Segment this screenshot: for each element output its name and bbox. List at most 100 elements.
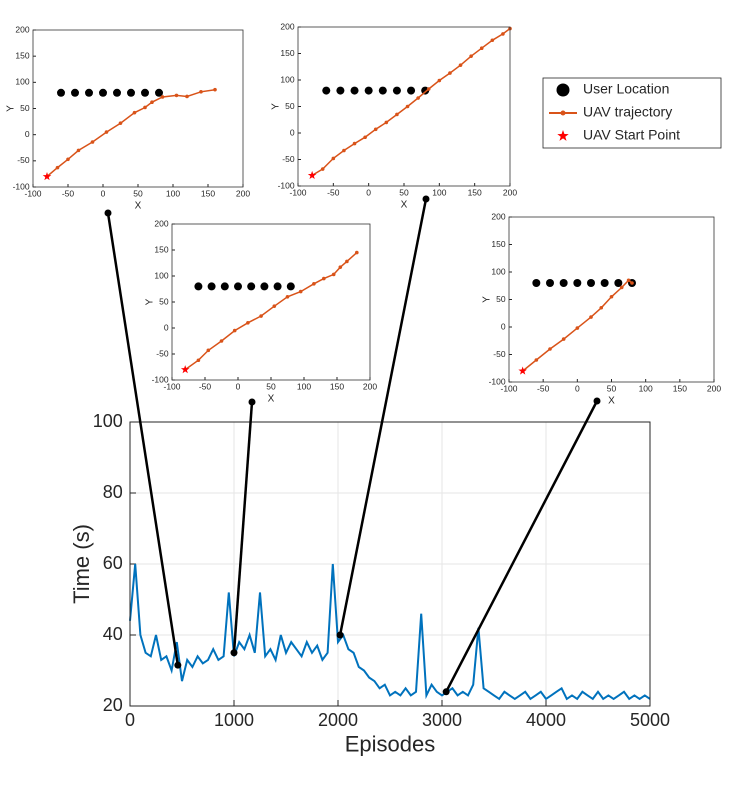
trajectory-point [199,89,203,94]
trajectory-point [246,321,250,325]
trajectory-line [311,27,511,177]
y-tick-label: 100 [154,270,168,280]
trajectory-point [174,93,179,98]
user-location [247,282,256,291]
x-axis-label: X [401,199,408,210]
user-location [127,88,135,97]
user-location [286,282,295,291]
trajectory-point [312,282,316,286]
trajectory-point [575,326,580,330]
trajectory-point [352,141,357,146]
trajectory-point [76,148,81,153]
trajectory-point [416,96,420,100]
x-tick-label: -50 [62,188,75,198]
trajectory-point [548,347,552,351]
x-tick-label: 50 [133,188,143,198]
trajectory-point [619,285,624,290]
trajectory-point [104,130,109,134]
y-tick-label: 50 [496,294,506,304]
trajectory-point [272,304,277,308]
y-tick-label: 150 [280,48,294,58]
trajectory-point [90,140,95,144]
user-location [220,282,229,291]
annotation-point [230,649,238,657]
user-location [322,86,331,95]
user-location [532,279,541,287]
user-location [364,86,373,95]
connector-end [104,209,112,217]
trajectory-point [160,95,165,99]
trajectory-point [630,281,634,285]
user-location [194,282,203,291]
x-axis-label: X [268,393,275,404]
y-axis-label: Y [145,298,156,305]
y-tick-label: 100 [280,74,294,84]
x-tick-label: 0 [236,381,241,391]
connector-end [248,398,256,406]
trajectory-point [322,276,326,281]
y-tick-label: 100 [15,77,29,87]
x-tick-label: -100 [163,381,180,391]
trajectory-point [437,78,442,83]
x-axis-label: X [608,395,615,406]
axes-box [171,223,371,381]
trajectory-point [298,289,303,294]
x-tick-label: 200 [363,381,377,391]
start-point [180,365,190,374]
x-tick-label: -50 [199,381,212,391]
x-tick-label: 0 [366,187,371,197]
user-location [392,86,401,95]
trajectory-point [259,314,263,318]
trajectory-point [469,54,473,58]
y-tick-label: -50 [282,154,295,164]
y-tick-label: 150 [15,50,29,60]
user-location [71,88,79,97]
y-tick-label: -100 [278,180,295,190]
user-location [407,86,416,95]
y-tick-label: 50 [20,103,30,113]
user-location [336,86,345,95]
x-tick-label: -100 [289,187,306,197]
axes-box [32,29,244,188]
legend-label: User Location [583,81,669,97]
user-location [546,279,554,287]
y-tick-label: 0 [25,129,30,139]
trajectory-point [345,259,349,264]
x-tick-label: 150 [201,188,215,198]
trajectory-point [196,358,201,363]
user-location [614,279,623,287]
trajectory-point [501,32,505,36]
trajectory-point [626,278,631,283]
y-axis-label: Y [482,296,493,303]
x-tick-label: 150 [468,187,482,197]
trajectory-point [213,87,217,92]
y-tick-label: 40 [103,624,123,644]
user-location [378,86,387,95]
x-tick-label: 5000 [630,710,670,730]
trajectory-point [384,120,389,125]
x-tick-label: 1000 [214,710,254,730]
axes-box [297,26,511,187]
start-point [518,366,527,375]
trajectory-point [132,110,137,115]
user-location [587,279,595,287]
y-axis-label: Y [6,105,17,112]
y-tick-label: 50 [159,296,169,306]
connector [232,401,254,653]
trajectory-point [143,105,147,110]
y-tick-label: -50 [17,155,30,165]
y-tick-label: 0 [501,321,506,331]
y-tick-label: -100 [152,374,169,384]
user-location [273,282,282,291]
user-location [85,88,93,97]
x-tick-label: -100 [500,383,517,393]
user-location [141,88,149,97]
user-location [207,282,216,291]
y-axis-label: Time (s) [69,524,94,604]
x-tick-label: 100 [639,383,653,393]
y-tick-label: 0 [290,127,295,137]
x-tick-label: 100 [297,381,311,391]
x-tick-label: 0 [125,710,135,730]
trajectory-point [150,100,154,105]
